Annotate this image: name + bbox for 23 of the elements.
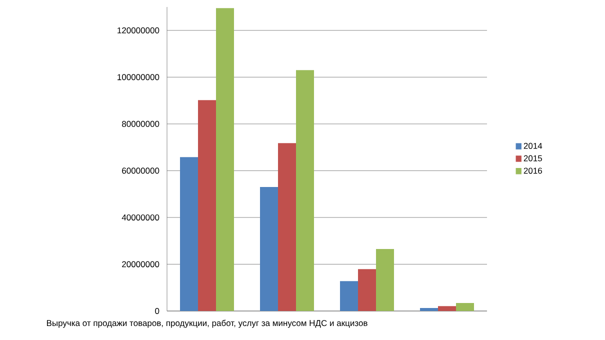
bar [376,249,394,311]
bar [198,100,216,311]
x-tick-label: Выручка от продажи товаров, продукции, работ, услуг за минусом НДС и акцизов [46,320,368,328]
legend-label: 2016 [524,168,542,174]
bar [420,308,438,311]
bar [296,70,314,311]
bar [456,303,474,311]
legend-label: 2014 [524,142,542,149]
bar [260,187,278,311]
y-tick-label: 100000000 [118,74,160,80]
bar [216,8,234,311]
y-tick-label: 40000000 [122,214,160,220]
bar [358,269,376,311]
y-tick-label: 60000000 [122,168,160,174]
y-tick-label: 20000000 [122,261,160,268]
bar [438,306,456,311]
y-tick-label: 120000000 [118,27,160,34]
bar [180,157,198,311]
y-tick-label: 0 [155,308,160,314]
y-tick-label: 80000000 [122,120,160,127]
bar [340,281,358,311]
legend-label: 2015 [524,155,542,162]
bar [278,143,296,311]
